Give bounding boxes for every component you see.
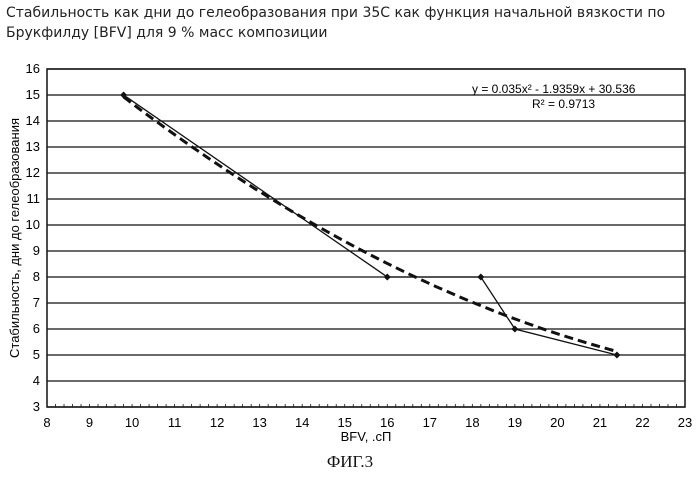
- x-tick-labels: 8 9 10 11 12 13 14 15 16 17 18 19 20 21 22 23: [43, 415, 692, 430]
- x-tick-label-20: 20: [550, 415, 564, 430]
- y-tick-label-10: 10: [26, 217, 40, 232]
- x-tick-label-23: 23: [678, 415, 692, 430]
- y-tick-label-12: 12: [26, 165, 40, 180]
- x-tick-label-19: 19: [508, 415, 522, 430]
- plot-area: [47, 69, 685, 407]
- y-tick-label-6: 6: [33, 321, 40, 336]
- x-tick-label-17: 17: [423, 415, 437, 430]
- y-tick-label-4: 4: [33, 373, 40, 388]
- y-axis-label: Стабильность, дни до гелеобразования: [7, 118, 22, 358]
- x-axis-label: BFV, .сП: [341, 429, 392, 444]
- x-tick-label-22: 22: [635, 415, 649, 430]
- x-tick-label-9: 9: [86, 415, 93, 430]
- x-tick-label-8: 8: [43, 415, 50, 430]
- x-tick-label-21: 21: [593, 415, 607, 430]
- x-tick-label-18: 18: [465, 415, 479, 430]
- x-tick-label-15: 15: [337, 415, 351, 430]
- y-tick-labels: 3 4 5 6 7 8 9 10 11 12 13 14 15 16: [26, 61, 40, 414]
- y-tick-label-9: 9: [33, 243, 40, 258]
- x-tick-label-10: 10: [125, 415, 139, 430]
- y-tick-label-5: 5: [33, 347, 40, 362]
- x-tick-label-14: 14: [295, 415, 309, 430]
- y-tick-label-7: 7: [33, 295, 40, 310]
- chart-svg: 3 4 5 6 7 8 9 10 11 12 13 14 15 16 8 9 10 11 12 13 14 15 16 17…: [0, 0, 700, 450]
- y-tick-label-15: 15: [26, 87, 40, 102]
- y-tick-label-11: 11: [27, 191, 41, 206]
- y-tick-label-8: 8: [33, 269, 40, 284]
- y-tick-label-3: 3: [33, 399, 40, 414]
- x-tick-label-16: 16: [380, 415, 394, 430]
- x-tick-label-11: 11: [168, 415, 182, 430]
- x-tick-label-13: 13: [252, 415, 266, 430]
- y-tick-label-14: 14: [26, 113, 40, 128]
- x-tick-label-12: 12: [210, 415, 224, 430]
- y-tick-label-16: 16: [26, 61, 40, 76]
- r-squared: R² = 0.9713: [532, 97, 595, 111]
- y-tick-label-13: 13: [26, 139, 40, 154]
- figure-caption: ФИГ.3: [0, 452, 700, 472]
- trend-equation: y = 0.035x² - 1.9359x + 30.536: [472, 82, 636, 96]
